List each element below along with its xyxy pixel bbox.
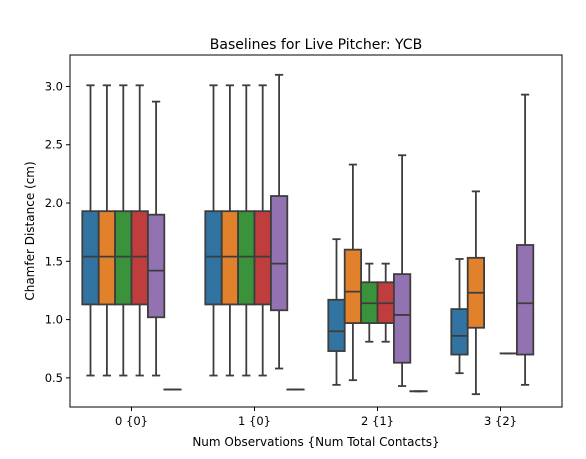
box-2-4 (253, 84, 272, 377)
x-tick-label: 1 {0} (238, 414, 271, 428)
box-iqr (327, 298, 346, 352)
box-plots (81, 73, 535, 396)
box-iqr (516, 244, 535, 356)
box-1-1 (81, 84, 100, 377)
box-iqr (114, 210, 133, 306)
box-2-5 (269, 73, 289, 370)
y-axis-label: Chamfer Distance (cm) (23, 161, 37, 300)
x-axis: 0 {0} 1 {0} 2 {1} 3 {2} (115, 407, 517, 428)
x-tick-label: 2 {1} (361, 414, 394, 428)
chart-title: Baselines for Live Pitcher: YCB (210, 37, 422, 53)
y-tick-label: 2.0 (45, 196, 63, 210)
y-tick-label: 1.5 (45, 254, 63, 268)
x-axis-label: Num Observations {Num Total Contacts} (192, 435, 439, 449)
box-iqr (130, 210, 149, 306)
box-3-1 (327, 238, 346, 386)
box-iqr (253, 210, 272, 306)
box-2-2 (220, 84, 239, 377)
box-iqr (220, 210, 239, 306)
box-3-5 (392, 154, 412, 387)
box-3-3 (360, 262, 379, 343)
box-iqr (237, 210, 256, 306)
y-tick-label: 3.0 (45, 79, 63, 93)
box-iqr (97, 210, 116, 306)
box-iqr (392, 273, 412, 364)
box-iqr (450, 308, 469, 356)
box-iqr (269, 195, 289, 312)
box-4-5 (516, 93, 535, 386)
box-2-1 (204, 84, 223, 377)
box-3-4 (376, 262, 395, 343)
plot-frame (69, 54, 563, 408)
box-iqr (146, 213, 166, 319)
box-iqr (81, 210, 100, 306)
box-iqr (204, 210, 223, 306)
y-tick-label: 0.5 (45, 371, 63, 385)
box-1-4 (130, 84, 149, 377)
x-tick-label: 3 {2} (484, 414, 517, 428)
box-4-2 (466, 190, 486, 396)
box-1-5 (146, 100, 166, 377)
box-4-1 (450, 258, 469, 375)
y-axis: 0.5 1.0 1.5 2.0 2.5 3.0 (45, 79, 70, 385)
box-iqr (343, 248, 363, 324)
y-tick-label: 2.5 (45, 138, 63, 152)
y-tick-label: 1.0 (45, 313, 63, 327)
x-tick-label: 0 {0} (115, 414, 148, 428)
